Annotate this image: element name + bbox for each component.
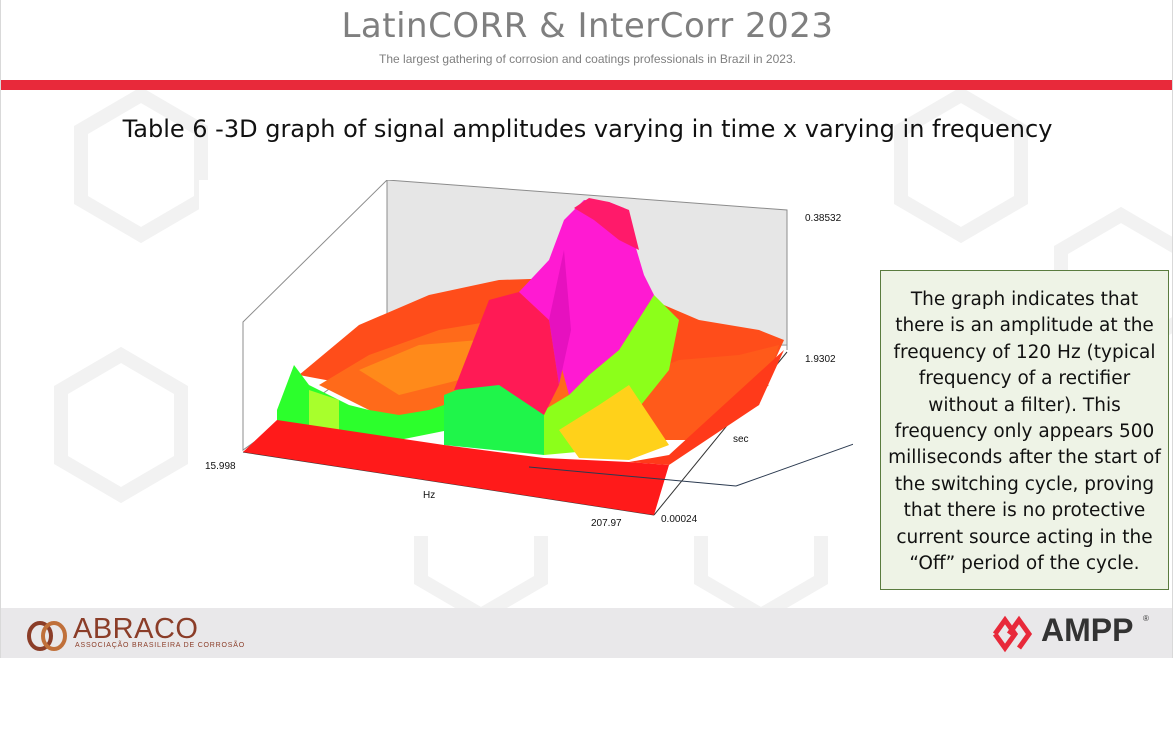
y-axis-min-label: 0.00024 <box>661 514 698 525</box>
surface-peak-magenta <box>519 200 654 395</box>
y-axis-max-label: 1.9302 <box>805 354 836 365</box>
conference-subtitle: The largest gathering of corrosion and c… <box>379 52 796 66</box>
x-axis-max-label: 207.97 <box>591 518 622 529</box>
callout-leader-line <box>528 466 737 487</box>
surface-chart: 0.38532 1.9302 sec 15.998 Hz 207.97 0.00… <box>199 180 853 536</box>
callout-leader-line-2 <box>735 443 853 487</box>
surface-chart-svg: 0.38532 1.9302 sec 15.998 Hz 207.97 0.00… <box>205 180 853 529</box>
slide: LatinCORR & InterCorr 2023 The largest g… <box>0 0 1173 658</box>
surface-yellow-left <box>309 390 339 430</box>
surface-peak-front <box>454 292 559 415</box>
abraco-tagline: ASSOCIAÇÃO BRASILEIRA DE CORROSÃO <box>75 642 245 649</box>
surface-peak-top <box>574 198 639 250</box>
surface-peak-rib <box>549 250 571 385</box>
surface-yellow-strip <box>559 385 669 460</box>
z-axis-max-label: 0.38532 <box>805 213 842 224</box>
callout-note: The graph indicates that there is an amp… <box>880 270 1169 590</box>
callout-note-text: The graph indicates that there is an amp… <box>888 289 1161 575</box>
slide-heading: Table 6 -3D graph of signal amplitudes v… <box>122 115 1053 143</box>
footer-bar <box>1 608 1172 658</box>
ampp-logo-text: AMPP <box>1041 612 1134 648</box>
x-axis-title: Hz <box>423 490 435 501</box>
ampp-registered-mark: ® <box>1143 614 1149 623</box>
surface-front-right <box>629 350 784 465</box>
surface-green-mid <box>444 380 544 455</box>
x-axis-min-label: 15.998 <box>205 461 236 472</box>
ampp-mark-icon <box>992 615 1033 653</box>
surface-orange-patch <box>359 340 479 395</box>
conference-title: LatinCORR & InterCorr 2023 <box>341 6 834 46</box>
y-axis-title: sec <box>733 434 749 445</box>
surface-front-base <box>243 420 669 515</box>
abraco-logo-text: ABRACO <box>73 613 199 645</box>
surface-yellow-right <box>544 295 679 455</box>
header-accent-band <box>1 80 1172 90</box>
abraco-rings-icon <box>27 621 67 651</box>
